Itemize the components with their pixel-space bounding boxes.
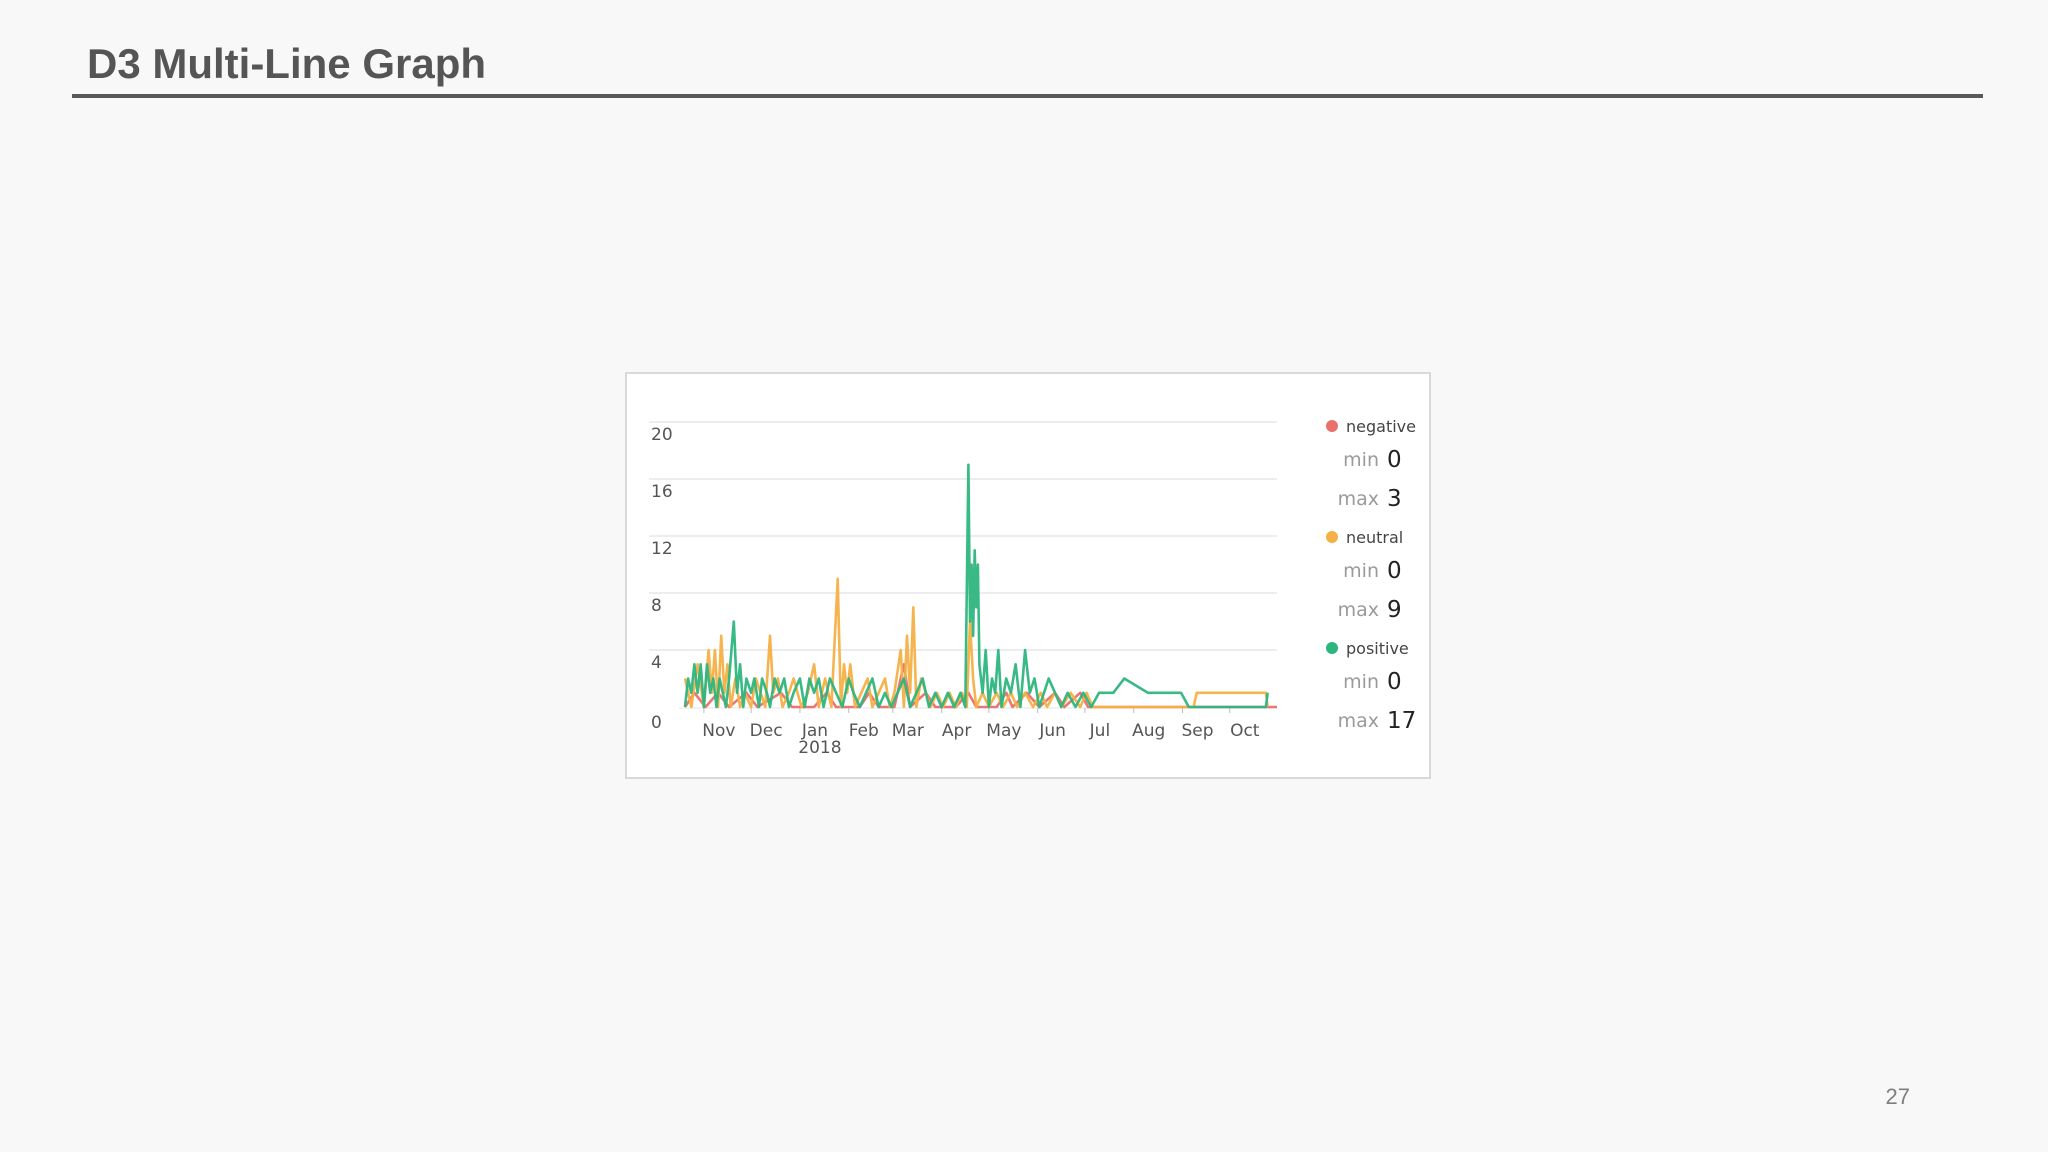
series-line-positive xyxy=(683,463,1269,709)
x-tick-sublabel: 2018 xyxy=(798,738,841,758)
gridlines xyxy=(649,421,1277,651)
y-tick-label: 0 xyxy=(651,713,662,733)
legend-max-label: max xyxy=(1338,710,1379,732)
legend-max-value: 17 xyxy=(1387,708,1416,734)
x-tick-label: Sep xyxy=(1182,721,1214,741)
x-tick-label: Jul xyxy=(1089,721,1111,741)
x-tick-label: Mar xyxy=(892,721,924,741)
legend-min-value: 0 xyxy=(1387,558,1402,584)
legend-swatch-negative xyxy=(1326,420,1338,432)
y-axis: 0 4 8 12 16 20 xyxy=(651,425,673,733)
legend-max-label: max xyxy=(1338,599,1379,621)
x-tick-label: Nov xyxy=(702,721,735,741)
legend-label-negative: negative xyxy=(1346,417,1416,436)
chart-frame: 0 4 8 12 16 20 Nov Dec Jan 2018 Feb Mar Apr May Jun Ju… xyxy=(625,372,1431,779)
legend-min-value: 0 xyxy=(1387,669,1402,695)
series-lines xyxy=(683,463,1277,709)
legend-swatch-neutral xyxy=(1326,531,1338,543)
legend-swatch-positive xyxy=(1326,642,1338,654)
x-tick-label: Jun xyxy=(1038,721,1066,741)
x-tick-label: Feb xyxy=(849,721,879,741)
legend-label-positive: positive xyxy=(1346,639,1409,658)
legend-min-label: min xyxy=(1343,560,1379,582)
legend: negative min 0 max 3 neutral min 0 max 9 positive m… xyxy=(1326,417,1416,734)
x-tick-label: Oct xyxy=(1230,721,1260,741)
y-tick-label: 20 xyxy=(651,425,673,445)
legend-max-value: 3 xyxy=(1387,486,1402,512)
legend-max-label: max xyxy=(1338,488,1379,510)
y-tick-label: 8 xyxy=(651,596,662,616)
legend-min-label: min xyxy=(1343,671,1379,693)
y-tick-label: 4 xyxy=(651,653,662,673)
x-tick-label: Aug xyxy=(1132,721,1165,741)
legend-label-neutral: neutral xyxy=(1346,528,1403,547)
page-number: 27 xyxy=(1885,1084,1910,1109)
legend-min-label: min xyxy=(1343,449,1379,471)
slide-title: D3 Multi-Line Graph xyxy=(87,40,486,87)
y-tick-label: 12 xyxy=(651,539,673,559)
x-tick-label: May xyxy=(986,721,1021,741)
y-tick-label: 16 xyxy=(651,482,673,502)
x-tick-label: Jan xyxy=(801,721,828,741)
x-tick-label: Apr xyxy=(942,721,971,741)
x-tick-label: Dec xyxy=(750,721,783,741)
legend-max-value: 9 xyxy=(1387,597,1402,623)
title-divider xyxy=(72,94,1983,98)
legend-min-value: 0 xyxy=(1387,447,1402,473)
